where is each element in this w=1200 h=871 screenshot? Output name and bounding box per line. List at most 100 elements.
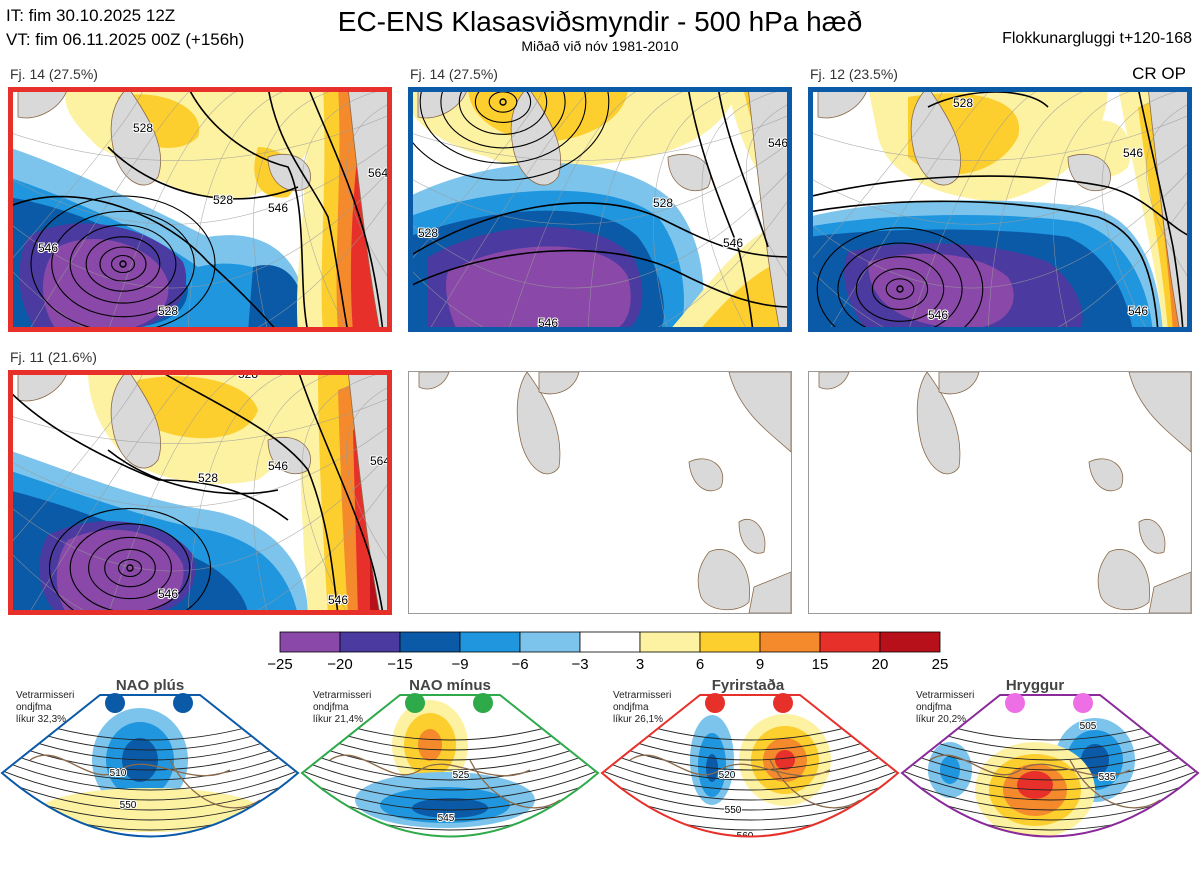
cluster-map-svg: 528 546 564 528 546 528 <box>8 87 392 332</box>
land-masses <box>417 87 792 332</box>
page-subtitle: Miðað við nóv 1981-2010 <box>521 38 679 54</box>
height-contour <box>808 175 1192 238</box>
classification-window: Flokkunargluggi t+120-168 <box>1002 30 1192 47</box>
regime-contour <box>2 739 298 771</box>
regime-contour <box>602 789 898 821</box>
low-contour-ring <box>408 87 610 181</box>
regime-anomaly <box>989 754 1081 826</box>
regime-contour <box>600 840 900 870</box>
regime-contour <box>902 809 1198 837</box>
regime-contour <box>602 819 898 837</box>
regime-contour <box>300 840 600 870</box>
graticule-parallel <box>8 396 392 444</box>
colorbar-swatch <box>819 631 881 653</box>
regime-coastline <box>769 759 861 809</box>
regime-contour-label: 565 <box>448 847 465 858</box>
anomaly-field <box>43 239 169 332</box>
cluster-3-label: Fj. 12 (23.5%) <box>810 66 898 82</box>
anomaly-field <box>698 257 792 332</box>
regime-anomaly <box>775 750 795 770</box>
cluster-2-map[interactable]: 528 546 528 546 546 <box>408 87 792 332</box>
regime-anomaly <box>40 788 260 832</box>
cluster-3-map[interactable]: 528 546 546 546 <box>808 87 1192 332</box>
regime-contour <box>2 799 298 831</box>
regime-contour <box>302 799 598 831</box>
low-contour-ring <box>85 236 161 292</box>
land-mass <box>916 372 961 475</box>
regime-contour <box>602 759 898 791</box>
graticule-meridian <box>187 370 368 615</box>
low-centre <box>48 507 212 615</box>
graticule-meridian <box>745 102 792 284</box>
regime-contour <box>302 779 598 811</box>
low-centre-marker <box>119 260 127 268</box>
height-contour <box>687 87 754 332</box>
regime-anomaly <box>975 742 1095 837</box>
low-contour-ring <box>885 278 915 300</box>
height-contour <box>297 370 384 615</box>
regime-contour <box>602 809 898 837</box>
graticule-parallel <box>408 113 792 161</box>
regime-anomaly <box>380 787 510 823</box>
regime-marker-dot <box>173 693 193 713</box>
graticule-meridian <box>345 385 392 567</box>
land-mass <box>738 519 766 554</box>
regime-ridge-title: Hryggur <box>1005 677 1065 694</box>
low-contour-ring <box>117 558 143 578</box>
regime-nao-minus-title: NAO mínus <box>409 677 491 694</box>
regime-contour <box>2 779 298 811</box>
cluster-1-map[interactable]: 528 546 564 528 546 528 <box>8 87 392 332</box>
graticule-meridian <box>345 102 392 284</box>
colorbar-tick-label: −6 <box>511 656 528 673</box>
graticule-parallel <box>8 477 392 615</box>
empty-map-panel <box>408 371 792 614</box>
land-mass <box>818 372 850 390</box>
low-contour-ring <box>458 87 548 135</box>
regime-anomaly <box>698 733 726 797</box>
colorbar-tick-label: 15 <box>812 656 829 673</box>
regime-marker-dot <box>773 693 793 713</box>
height-contours <box>8 87 384 332</box>
regime-contour <box>902 749 1198 781</box>
regime-anomaly <box>1081 744 1109 776</box>
regime-contour <box>302 789 598 821</box>
land-masses <box>17 370 392 615</box>
height-contour <box>107 146 299 200</box>
colorbar-tick-label: −20 <box>327 656 352 673</box>
cluster-4-map[interactable]: 528 528 546 564 546 546 <box>8 370 392 615</box>
regime-contour <box>2 809 298 837</box>
land-mass <box>938 372 980 395</box>
regime-coastline <box>169 759 261 809</box>
height-contours <box>8 370 384 615</box>
regime-nao-minus-info: Vetrarmisseri ondjfma líkur 21,4% <box>313 690 372 725</box>
regime-anomaly <box>1003 764 1067 816</box>
low-contour-ring <box>104 548 156 588</box>
regime-contour <box>602 829 898 837</box>
low-contour-ring <box>110 254 136 274</box>
cluster-frame <box>808 87 1192 332</box>
regime-contour-label: 505 <box>1080 721 1097 732</box>
low-contour-ring <box>440 87 566 149</box>
regime-marker-dot <box>1005 693 1025 713</box>
regime-contour <box>902 829 1198 837</box>
colorbar-tick-label: −9 <box>451 656 468 673</box>
graticule-parallel <box>408 194 792 332</box>
contour-label: 546 <box>1128 304 1148 318</box>
regime-anomaly <box>751 726 819 794</box>
cluster-2-label: Fj. 14 (27.5%) <box>410 66 498 82</box>
height-contour <box>808 200 1159 332</box>
regime-contour <box>900 840 1200 870</box>
graticule-meridian <box>653 87 748 332</box>
colorbar-tick-label: −15 <box>387 656 412 673</box>
low-contour-ring <box>871 268 929 310</box>
regime-anomaly <box>739 714 831 806</box>
regime-marker-dot <box>105 693 125 713</box>
cluster-map-svg: 528 546 546 546 <box>808 87 1192 332</box>
regime-contour <box>902 789 1198 821</box>
anomaly-field <box>446 246 631 332</box>
regime-contour <box>0 840 300 870</box>
regime-contour <box>902 729 1198 761</box>
colorbar-tick-label: 20 <box>872 656 889 673</box>
land-mass <box>516 372 561 475</box>
